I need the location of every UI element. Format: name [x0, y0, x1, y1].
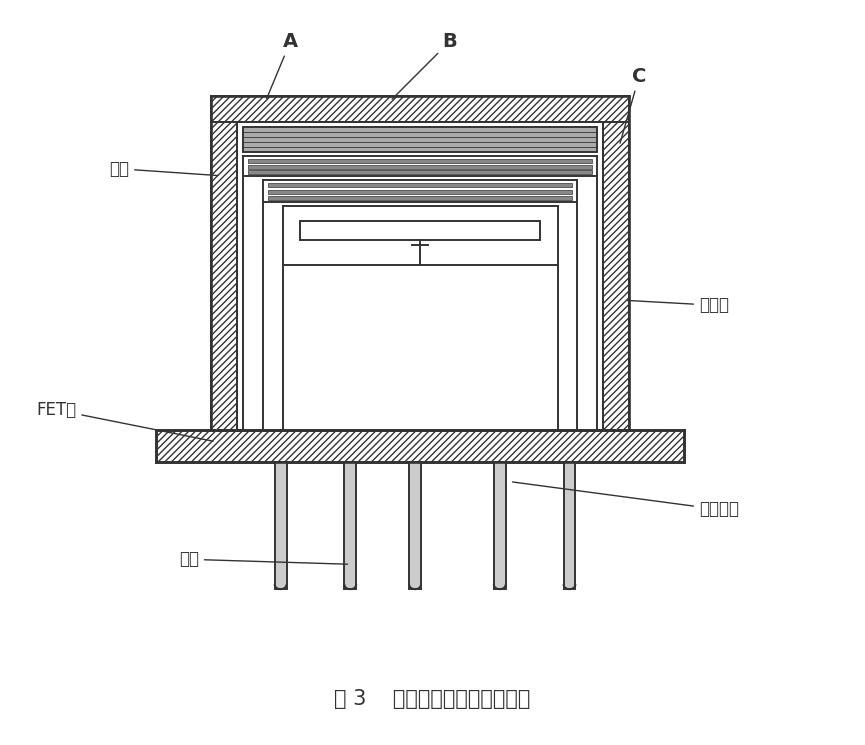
Bar: [563, 462, 575, 589]
Bar: [211, 122, 237, 430]
Bar: [211, 96, 629, 122]
Bar: [409, 462, 421, 589]
Bar: [267, 196, 573, 200]
Text: FET管: FET管: [36, 401, 213, 441]
Bar: [156, 430, 684, 462]
Bar: [300, 221, 540, 241]
Bar: [243, 127, 598, 152]
Text: B: B: [392, 32, 458, 99]
Text: 电路元件: 电路元件: [512, 482, 739, 519]
Bar: [267, 183, 573, 187]
Text: 支承环: 支承环: [627, 297, 729, 314]
Text: 引脚: 引脚: [179, 551, 348, 568]
Bar: [494, 462, 506, 589]
Bar: [247, 170, 593, 174]
Bar: [274, 462, 286, 589]
Text: 外壳: 外壳: [109, 159, 218, 178]
Bar: [604, 122, 629, 430]
Text: A: A: [266, 32, 298, 98]
Bar: [247, 159, 593, 163]
Bar: [344, 462, 356, 589]
Text: C: C: [620, 66, 646, 143]
Bar: [267, 190, 573, 194]
Bar: [247, 165, 593, 169]
Text: 图 3    热释电红外传感器结构图: 图 3 热释电红外传感器结构图: [334, 689, 530, 708]
